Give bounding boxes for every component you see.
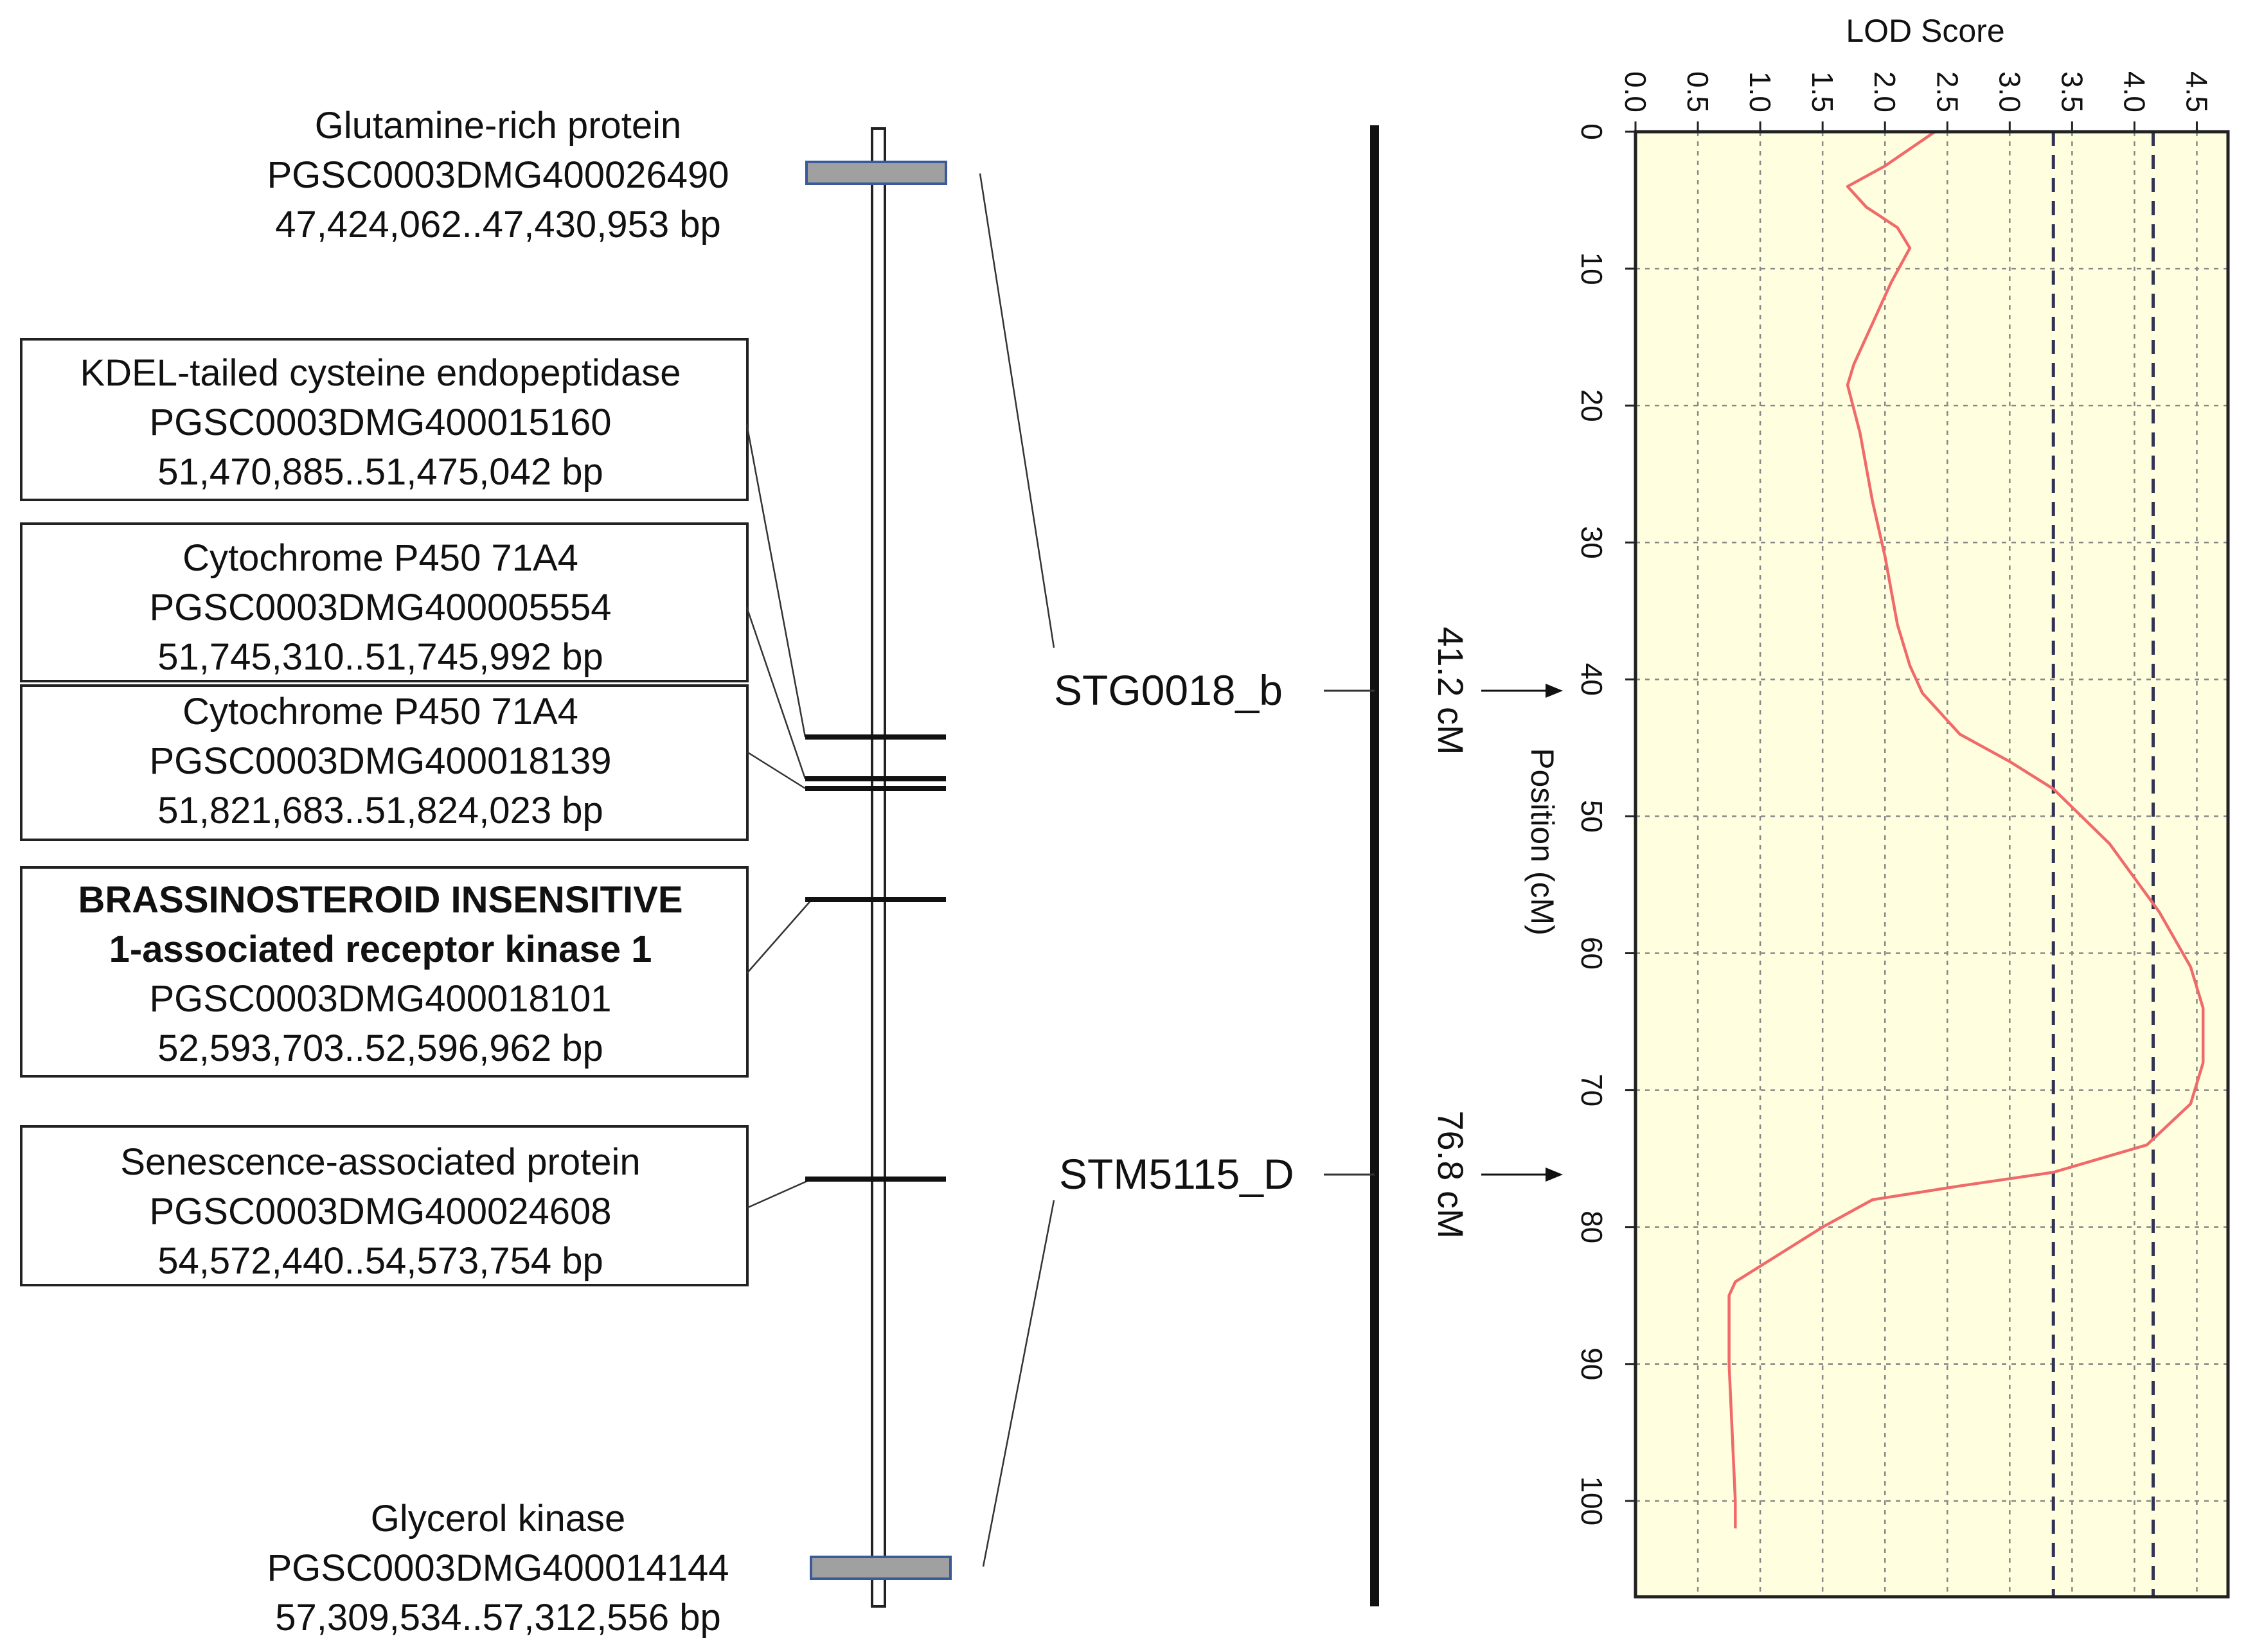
gene-detail: 51,821,683..51,824,023 bp xyxy=(157,790,603,831)
marker-position: 76.8 cM xyxy=(1430,1110,1471,1238)
x-tick-label: 3.0 xyxy=(1993,71,2026,112)
x-tick-label: 0.5 xyxy=(1681,71,1715,112)
y-tick-label: 100 xyxy=(1575,1476,1609,1525)
gene-pointer-line xyxy=(745,607,807,779)
marker-1: STG0018_b 41.2 cM xyxy=(1054,626,1563,755)
lod-curve xyxy=(1727,130,2205,1529)
gene-panel: Glutamine-rich protein PGSC0003DMG4000264… xyxy=(20,105,812,1639)
x-tick-label: 1.5 xyxy=(1806,71,1839,112)
gene-name: KDEL-tailed cysteine endopeptidase xyxy=(80,352,681,394)
y-tick-label: 10 xyxy=(1575,252,1609,285)
gene-detail: 57,309,534..57,312,556 bp xyxy=(275,1597,720,1639)
gene-pointer-line xyxy=(745,423,807,738)
y-tick-label: 70 xyxy=(1575,1074,1609,1106)
gene-name: Cytochrome P450 71A4 xyxy=(183,537,578,579)
gene-label-7: Glycerol kinase PGSC0003DMG400014144 57,30… xyxy=(267,1498,729,1639)
gene-detail: PGSC0003DMG400026490 xyxy=(267,154,729,196)
marker-arrow-head xyxy=(1546,1168,1563,1182)
gene-name: Glycerol kinase xyxy=(371,1498,625,1540)
gene-name: Cytochrome P450 71A4 xyxy=(183,691,578,733)
y-tick-label: 0 xyxy=(1575,123,1609,140)
gene-label-2: KDEL-tailed cysteine endopeptidase PGSC00… xyxy=(20,338,807,738)
gene-name: BRASSINOSTEROID INSENSITIVE xyxy=(78,879,682,921)
x-tick-label: 0.0 xyxy=(1619,71,1652,112)
gene-detail: PGSC0003DMG400015160 xyxy=(149,402,611,443)
y-tick-label: 60 xyxy=(1575,937,1609,970)
x-tick-label: 4.5 xyxy=(2180,71,2213,112)
x-tick-label: 3.5 xyxy=(2055,71,2089,112)
gene-pointer-line xyxy=(746,751,806,790)
lod-plot: 0.0 0.5 1.0 1.5 2.0 2.5 3.0 3.5 4.0 4.5 0 10 20 30 40 5… xyxy=(1524,13,2230,1599)
connector-bottom xyxy=(982,1200,1055,1567)
x-tick-label: 1.0 xyxy=(1743,71,1777,112)
linkage-group: STG0018_b 41.2 cM STM5115_D 76.8 cM xyxy=(1054,125,1563,1606)
gene-label-5: BRASSINOSTEROID INSENSITIVE 1-associated … xyxy=(20,866,812,1078)
gene-detail: PGSC0003DMG400024608 xyxy=(149,1191,611,1232)
gene-pointer-line xyxy=(746,1178,812,1209)
y-tick-label: 90 xyxy=(1575,1347,1609,1380)
gene-label-3: Cytochrome P450 71A4 PGSC0003DMG400005554… xyxy=(20,522,807,779)
y-tick-label: 30 xyxy=(1575,526,1609,559)
gene-label-1: Glutamine-rich protein PGSC0003DMG4000264… xyxy=(267,105,729,245)
gene-label-6: Senescence-associated protein PGSC0003DMG… xyxy=(20,1125,812,1286)
x-tick-label: 4.0 xyxy=(2117,71,2151,112)
gene-label-box xyxy=(20,338,749,501)
y-tick-label: 50 xyxy=(1575,800,1609,833)
gene-detail: PGSC0003DMG400018101 xyxy=(149,978,611,1020)
gene-label-box xyxy=(20,522,749,682)
gene-detail: 1-associated receptor kinase 1 xyxy=(109,928,652,970)
gene-detail: 54,572,440..54,573,754 bp xyxy=(157,1240,603,1282)
marker-name: STG0018_b xyxy=(1054,666,1283,714)
plot-frame xyxy=(1634,130,2230,1599)
marker-2: STM5115_D 76.8 cM xyxy=(1059,1110,1563,1239)
gene-bar-top xyxy=(805,161,947,185)
gene-name: Glutamine-rich protein xyxy=(315,105,682,147)
y-tick-label: 20 xyxy=(1575,389,1609,422)
x-tick-label: 2.5 xyxy=(1930,71,1964,112)
gene-pointer-line xyxy=(746,899,812,974)
chromosome-axis xyxy=(871,127,886,1608)
connector-top xyxy=(979,173,1055,648)
chromosome-bar xyxy=(805,127,1055,1608)
gene-detail: PGSC0003DMG400014144 xyxy=(267,1547,729,1589)
x-axis-label: LOD Score xyxy=(1846,13,2004,49)
gene-label-4: Cytochrome P450 71A4 PGSC0003DMG400018139… xyxy=(20,684,806,841)
y-tick-label: 40 xyxy=(1575,663,1609,696)
marker-arrow-head xyxy=(1546,684,1563,698)
gene-detail: PGSC0003DMG400018139 xyxy=(149,740,611,782)
gene-detail: 47,424,062..47,430,953 bp xyxy=(275,204,720,245)
y-tick-label: 80 xyxy=(1575,1211,1609,1243)
y-axis-label: Position (cM) xyxy=(1524,748,1560,936)
marker-name: STM5115_D xyxy=(1059,1150,1294,1198)
gene-bar-bottom xyxy=(810,1556,952,1580)
gene-detail: 51,470,885..51,475,042 bp xyxy=(157,451,603,493)
marker-position: 41.2 cM xyxy=(1430,626,1471,754)
plot-area xyxy=(1635,132,2228,1597)
gene-label-box xyxy=(20,684,749,841)
gene-detail: 51,745,310..51,745,992 bp xyxy=(157,636,603,678)
x-tick-label: 2.0 xyxy=(1868,71,1902,112)
grid xyxy=(1635,132,2228,1597)
gene-detail: 52,593,703..52,596,962 bp xyxy=(157,1027,603,1069)
gene-detail: PGSC0003DMG400005554 xyxy=(149,587,611,628)
gene-name: Senescence-associated protein xyxy=(120,1141,640,1183)
gene-label-box xyxy=(20,1125,749,1286)
